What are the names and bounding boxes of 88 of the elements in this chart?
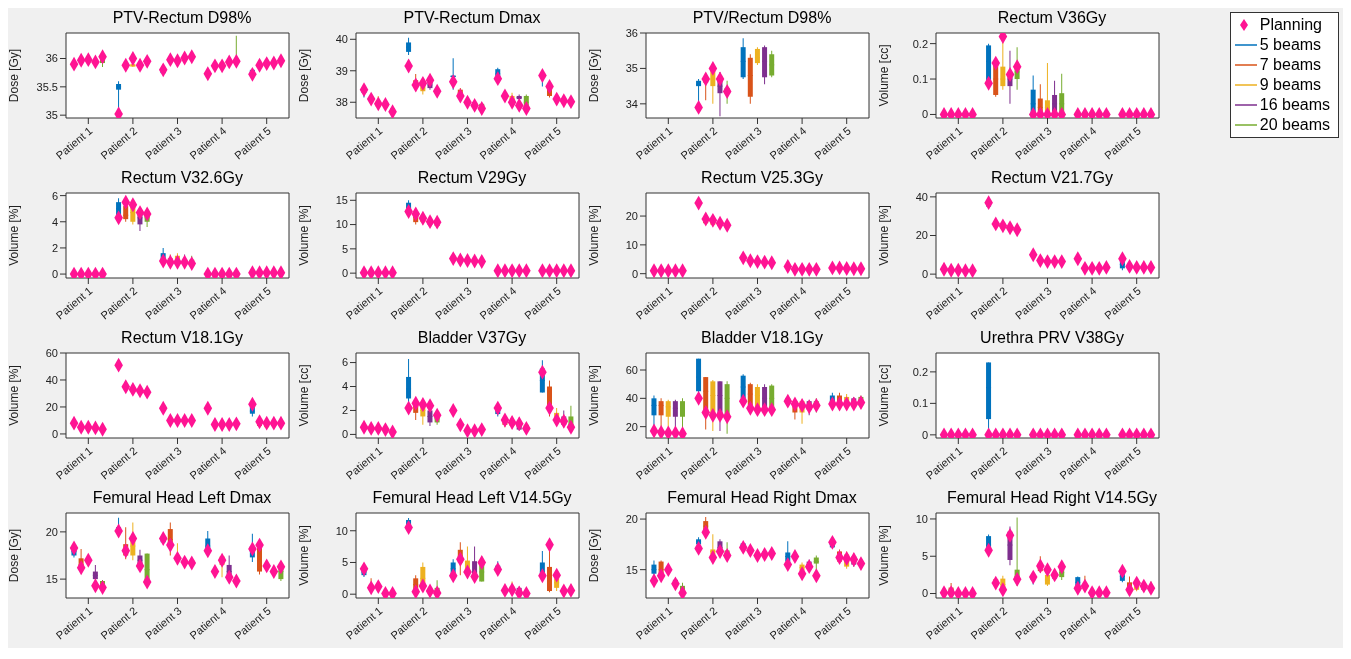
y-axis-title: Volume [%] (297, 525, 312, 586)
y-tick-label: 4 (51, 215, 58, 228)
legend-label: 20 beams (1259, 115, 1330, 135)
y-tick-label: 20 (625, 512, 638, 525)
y-tick-label: 60 (45, 346, 58, 359)
y-tick-label: 0 (51, 427, 58, 440)
y-tick-label: 2 (341, 404, 348, 417)
y-axis-title: Volume [%] (877, 205, 892, 266)
y-tick-label: 0 (631, 267, 638, 280)
y-tick-label: 20 (915, 229, 928, 242)
legend-label: 16 beams (1259, 95, 1330, 115)
y-tick-label: 20 (625, 420, 638, 433)
y-tick-label: 0 (51, 267, 58, 280)
y-tick-label: 0.1 (912, 72, 928, 85)
y-tick-label: 15 (625, 563, 638, 576)
chart-title: Femural Head Right Dmax (666, 488, 858, 508)
y-tick-label: 0 (921, 268, 928, 281)
y-tick-label: 34 (625, 97, 638, 110)
chart-title: Rectum V18.1Gy (120, 328, 244, 348)
y-tick-label: 35.5 (36, 80, 58, 93)
y-axis-title: Volume [cc] (877, 364, 892, 427)
y-tick-label: 0 (921, 428, 928, 441)
y-tick-label: 10 (625, 238, 638, 251)
y-tick-label: 6 (51, 189, 58, 202)
chart-title: Rectum V29Gy (416, 168, 528, 188)
y-tick-label: 40 (625, 392, 638, 405)
legend-label: 7 beams (1259, 55, 1322, 75)
chart-title: PTV/Rectum D98% (691, 8, 833, 28)
y-tick-label: 0 (341, 428, 348, 441)
y-tick-label: 5 (921, 550, 928, 563)
y-axis-title: Volume [%] (877, 525, 892, 586)
y-axis-title: Volume [%] (587, 365, 602, 426)
chart-title: PTV-Rectum D98% (111, 8, 253, 28)
chart-title: Bladder V37Gy (416, 328, 528, 348)
y-axis-title: Dose [Gy] (587, 48, 602, 103)
y-tick-label: 40 (915, 190, 928, 203)
y-tick-label: 2 (51, 241, 58, 254)
chart-title: Rectum V25.3Gy (700, 168, 824, 188)
chart-title: Rectum V36Gy (996, 8, 1108, 28)
y-tick-label: 0.2 (912, 365, 928, 378)
y-tick-label: 60 (625, 363, 638, 376)
y-tick-label: 36 (625, 26, 638, 39)
legend-label: 9 beams (1259, 75, 1322, 95)
y-axis-title: Volume [%] (587, 205, 602, 266)
chart-title: Bladder V18.1Gy (700, 328, 824, 348)
y-axis-title: Volume [cc] (877, 44, 892, 107)
y-tick-label: 4 (341, 380, 348, 393)
y-tick-label: 15 (45, 573, 58, 586)
chart-title: Rectum V32.6Gy (120, 168, 244, 188)
y-axis-title: Volume [%] (7, 365, 22, 426)
y-axis-title: Dose [Gy] (7, 48, 22, 103)
y-tick-label: 0 (921, 108, 928, 121)
y-tick-label: 39 (335, 64, 348, 77)
y-tick-label: 10 (335, 218, 348, 231)
y-axis-title: Dose [Gy] (7, 528, 22, 583)
y-axis-title: Volume [%] (7, 205, 22, 266)
y-tick-label: 10 (915, 512, 928, 525)
y-axis-title: Volume [cc] (297, 364, 312, 427)
y-tick-label: 0 (921, 587, 928, 600)
y-axis-title: Volume [%] (297, 205, 312, 266)
y-tick-label: 6 (341, 356, 348, 369)
chart-title: Urethra PRV V38Gy (979, 328, 1125, 348)
legend-label: 5 beams (1259, 35, 1322, 55)
y-tick-label: 0.2 (912, 37, 928, 50)
chart-title: PTV-Rectum Dmax (402, 8, 542, 28)
y-tick-label: 15 (335, 194, 348, 207)
chart-title: Femural Head Left Dmax (91, 488, 273, 508)
y-tick-label: 5 (341, 556, 348, 569)
y-tick-label: 0.1 (912, 397, 928, 410)
y-tick-label: 20 (45, 525, 58, 538)
chart-title: Rectum V21.7Gy (990, 168, 1114, 188)
chart-title: Femural Head Right V14.5Gy (946, 488, 1158, 508)
y-tick-label: 0 (341, 267, 348, 280)
y-tick-label: 35 (45, 109, 58, 122)
y-tick-label: 20 (45, 400, 58, 413)
legend-label: Planning (1259, 15, 1323, 35)
y-axis-title: Dose [Gy] (297, 48, 312, 103)
y-tick-label: 35 (625, 62, 638, 75)
y-tick-label: 5 (341, 242, 348, 255)
y-tick-label: 40 (335, 33, 348, 46)
y-tick-label: 38 (335, 96, 348, 109)
y-axis-title: Dose [Gy] (587, 528, 602, 583)
y-tick-label: 0 (341, 588, 348, 601)
y-tick-label: 40 (45, 373, 58, 386)
chart-title: Femural Head Left V14.5Gy (371, 488, 573, 508)
y-tick-label: 36 (45, 52, 58, 65)
y-tick-label: 10 (335, 524, 348, 537)
y-tick-label: 20 (625, 209, 638, 222)
